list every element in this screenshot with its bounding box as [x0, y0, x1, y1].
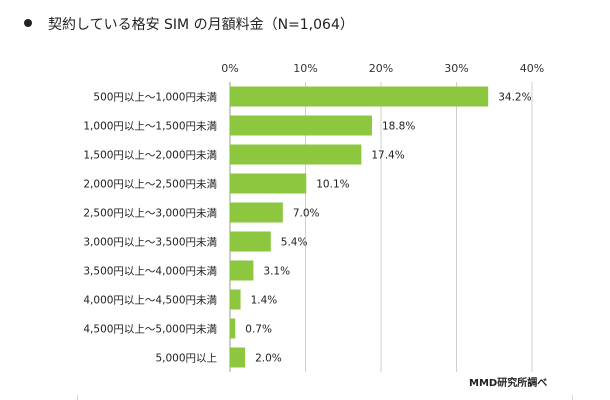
source-note: MMD研究所調べ: [469, 378, 548, 389]
bar: [230, 347, 246, 368]
value-label: 34.2%: [498, 92, 531, 104]
bottom-frame: [77, 395, 573, 400]
bars: [230, 86, 489, 368]
category-label: 5,000円以上: [155, 353, 217, 365]
chart-title-text: 契約している格安 SIM の月額料金（N=1,064）: [48, 17, 354, 33]
category-label: 500円以上～1,000円未満: [93, 92, 217, 104]
value-label: 5.4%: [281, 237, 308, 249]
category-label: 2,000円以上～2,500円未満: [83, 179, 217, 191]
bar: [230, 289, 241, 310]
category-label: 3,000円以上～3,500円未満: [83, 237, 217, 249]
value-label: 1.4%: [251, 295, 278, 307]
bar: [230, 115, 372, 136]
bar: [230, 144, 362, 165]
category-label: 2,500円以上～3,000円未満: [83, 208, 217, 220]
bar: [230, 318, 236, 339]
value-label: 7.0%: [293, 208, 320, 220]
value-label: 3.1%: [263, 266, 290, 278]
bullet-icon: [24, 19, 32, 27]
category-label: 4,500円以上～5,000円未満: [83, 324, 217, 336]
category-label: 1,500円以上～2,000円未満: [83, 150, 217, 162]
bar: [230, 202, 283, 223]
labels: 0% 10% 20% 30% 40% 500円以上～1,000円未満 34.2% 1,000円…: [83, 62, 544, 365]
x-tick-label: 20%: [369, 62, 393, 75]
value-label: 18.8%: [382, 121, 415, 133]
chart-title: 契約している格安 SIM の月額料金（N=1,064）: [24, 14, 354, 34]
category-label: 1,000円以上～1,500円未満: [83, 121, 217, 133]
bar: [230, 231, 271, 252]
value-label: 0.7%: [245, 324, 272, 336]
value-label: 10.1%: [316, 179, 349, 191]
x-tick-label: 40%: [520, 62, 544, 75]
bar: [230, 173, 307, 194]
value-label: 17.4%: [371, 150, 404, 162]
x-tick-label: 10%: [293, 62, 317, 75]
bar: [230, 260, 254, 281]
x-tick-label: 0%: [221, 62, 238, 75]
category-label: 3,500円以上～4,000円未満: [83, 266, 217, 278]
x-tick-label: 30%: [444, 62, 468, 75]
value-label: 2.0%: [255, 353, 282, 365]
bar: [230, 86, 489, 107]
category-label: 4,000円以上～4,500円未満: [83, 295, 217, 307]
